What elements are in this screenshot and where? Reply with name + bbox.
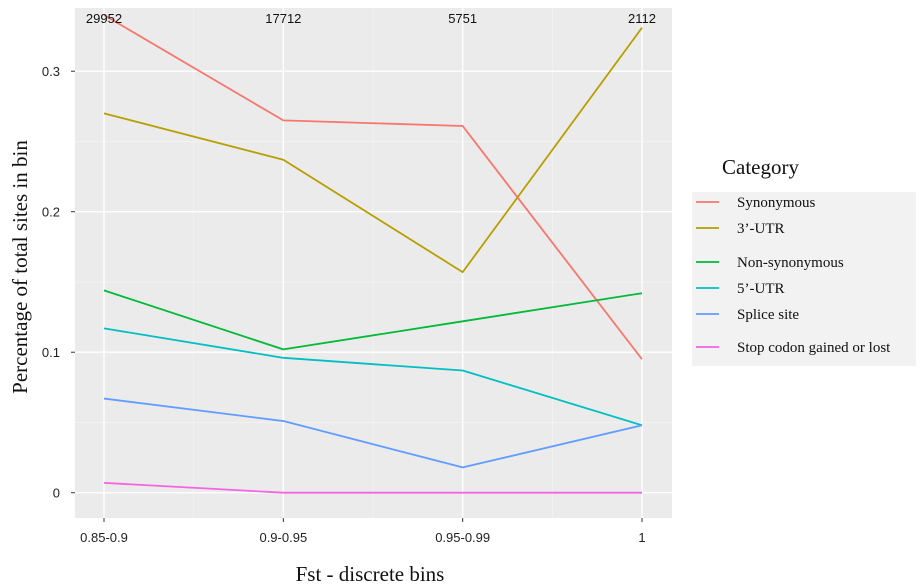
legend-label: Synonymous: [737, 195, 816, 211]
bin-count-label: 2112: [628, 11, 656, 26]
x-tick-label: 0.85-0.9: [80, 530, 128, 545]
minor-gridlines: [75, 8, 672, 518]
y-axis-ticks: 0 0.1 0.2 0.3: [42, 64, 75, 501]
x-axis-ticks: 0.85-0.9 0.9-0.95 0.95-0.99 1: [80, 518, 646, 545]
x-tick-label: 0.9-0.95: [259, 530, 307, 545]
legend-label: Splice site: [737, 307, 799, 323]
y-tick-label: 0.2: [42, 205, 60, 220]
plot-panel: [75, 8, 672, 518]
legend: Category Synonymous 3’-UTR Non-synonymous 5…: [692, 155, 916, 366]
bin-count-labels: 29952 17712 5751 2112: [86, 11, 656, 26]
bin-count-label: 5751: [448, 11, 477, 26]
legend-label: Stop codon gained or lost: [737, 340, 891, 356]
legend-label: 5’-UTR: [737, 281, 785, 297]
series-line: [103, 289, 643, 351]
legend-key-background: [692, 192, 916, 366]
major-gridlines: [75, 8, 672, 518]
series-lines: [103, 14, 643, 494]
legend-label: Non-synonymous: [737, 255, 844, 271]
series-line: [103, 481, 642, 494]
bin-count-label: 29952: [86, 11, 122, 26]
y-tick-label: 0.3: [42, 64, 60, 79]
legend-title: Category: [722, 155, 799, 179]
x-axis-title: Fst - discrete bins: [296, 562, 445, 586]
bin-count-label: 17712: [265, 11, 301, 26]
x-tick-label: 0.95-0.99: [435, 530, 490, 545]
series-line: [103, 27, 643, 274]
y-tick-label: 0.1: [42, 345, 60, 360]
series-line: [103, 14, 643, 360]
y-tick-label: 0: [53, 486, 60, 501]
legend-label: 3’-UTR: [737, 221, 785, 237]
x-tick-label: 1: [638, 530, 645, 545]
series-line: [103, 327, 643, 427]
y-axis-title: Percentage of total sites in bin: [8, 140, 32, 394]
series-line: [103, 397, 643, 469]
